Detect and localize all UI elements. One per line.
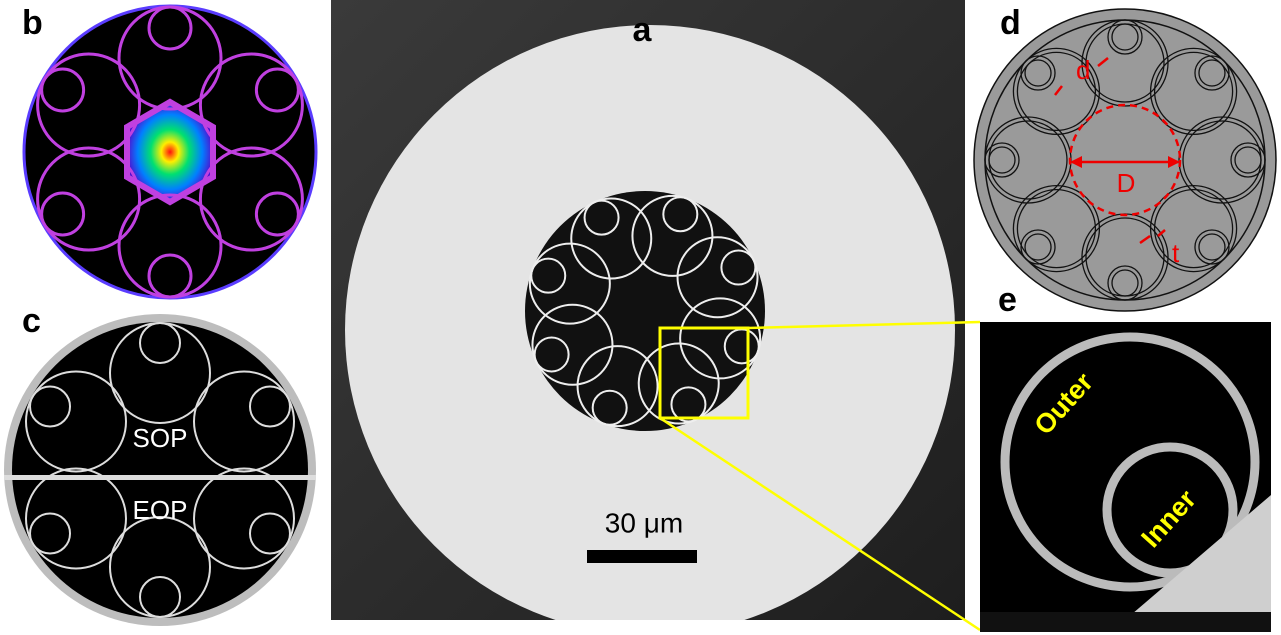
inner-tube <box>29 512 72 555</box>
inner-tube-wall <box>1024 233 1052 261</box>
outer-tube-wall <box>1016 188 1097 269</box>
dimension-arrow <box>1054 85 1063 96</box>
inner-tube <box>248 512 291 555</box>
mode-profile <box>124 98 216 206</box>
dimension-arrow <box>1139 234 1151 245</box>
inner-tube <box>1102 442 1238 578</box>
inner-tube <box>1230 142 1266 178</box>
outer-tube <box>1149 184 1238 273</box>
inner-tube-wall <box>1234 146 1262 174</box>
outer-tube <box>570 197 653 280</box>
inner-tube <box>533 336 570 373</box>
panel-e: Outer Inner <box>980 322 1271 632</box>
inner-tube <box>1107 265 1143 301</box>
panel-label: d <box>1000 4 1021 42</box>
fiber-outline <box>973 8 1277 312</box>
d-label: d <box>1076 55 1090 85</box>
zoom-line <box>659 416 981 632</box>
dimension-arrow <box>1157 229 1166 237</box>
zoom-box <box>658 326 750 420</box>
outer-tube <box>198 146 304 252</box>
panel-b: b <box>22 4 318 300</box>
outer-tube <box>1012 184 1101 273</box>
outer-tube <box>36 52 142 158</box>
inner-tube-wall <box>1198 59 1226 87</box>
outer-tube <box>676 236 759 319</box>
arrow-head <box>1070 156 1082 168</box>
inner-tube <box>1020 229 1056 265</box>
inner-tube <box>670 386 707 423</box>
cut-line <box>4 475 316 480</box>
outer-tube <box>1012 47 1101 136</box>
core-diameter-circle <box>1068 103 1182 217</box>
inner-tube <box>720 249 757 286</box>
sem-info-bar <box>980 612 1271 632</box>
panel-label: b <box>22 4 43 42</box>
inner-tube <box>530 257 567 294</box>
inner-tube <box>591 389 628 426</box>
outer-tube <box>193 370 296 473</box>
fiber-core <box>525 191 765 431</box>
inner-tube <box>40 191 86 237</box>
inner-tube <box>147 5 193 51</box>
panel-label: e <box>998 281 1017 319</box>
fiber-core <box>12 322 308 618</box>
scale-bar <box>587 550 697 563</box>
outer-tube-wall <box>1153 51 1234 132</box>
panel-label: c <box>22 302 41 340</box>
outer-tube <box>198 52 304 158</box>
inner-tube <box>254 191 300 237</box>
outer-tube <box>1149 47 1238 136</box>
inner-tube <box>1194 229 1230 265</box>
inner-tube <box>583 199 620 236</box>
inner-tube <box>984 142 1020 178</box>
outer-tube <box>193 467 296 570</box>
outer-tube-wall <box>1153 188 1234 269</box>
outer-tube <box>24 370 127 473</box>
inner-tube-wall <box>1024 59 1052 87</box>
inner-tube-wall <box>1111 269 1139 297</box>
outer-tube <box>1000 332 1260 592</box>
dimension-arrow <box>1097 57 1109 67</box>
outer-tube-wall <box>1016 51 1097 132</box>
panel-label: a <box>633 11 653 49</box>
t-label: t <box>1172 238 1180 268</box>
inner-tube <box>40 67 86 113</box>
outer-tube <box>631 194 714 277</box>
D-label: D <box>1117 168 1136 198</box>
outer-tube <box>528 242 611 325</box>
inner-tube <box>1107 19 1143 55</box>
eop-label: EOP <box>133 495 188 525</box>
panel-c: SOP EOP c <box>4 302 316 626</box>
inner-tube <box>254 67 300 113</box>
zoom-line <box>747 320 981 330</box>
scale-bar-label: 30 μm <box>605 507 683 538</box>
inner-tube <box>147 253 193 299</box>
inner-tube <box>1020 55 1056 91</box>
inner-tube <box>1194 55 1230 91</box>
inner-tube-wall <box>1198 233 1226 261</box>
inner-tube <box>248 385 291 428</box>
inner-tube-wall <box>988 146 1016 174</box>
outer-tube <box>531 303 614 386</box>
inner-tube <box>29 385 72 428</box>
sop-label: SOP <box>133 423 188 453</box>
outer-tube <box>36 146 142 252</box>
outer-tube <box>637 342 720 425</box>
outer-tube <box>24 467 127 570</box>
inner-tube-wall <box>1111 23 1139 51</box>
inner-tube <box>139 576 181 618</box>
inner-tube <box>139 322 181 364</box>
panel-a: 30 μm a <box>331 0 965 620</box>
outer-tube <box>576 345 659 428</box>
inner-tube <box>662 196 699 233</box>
cladding-wedge <box>1125 495 1271 632</box>
panel-d: d Dt d <box>973 4 1277 312</box>
arrow-head <box>1168 156 1180 168</box>
outer-tube <box>679 297 762 380</box>
